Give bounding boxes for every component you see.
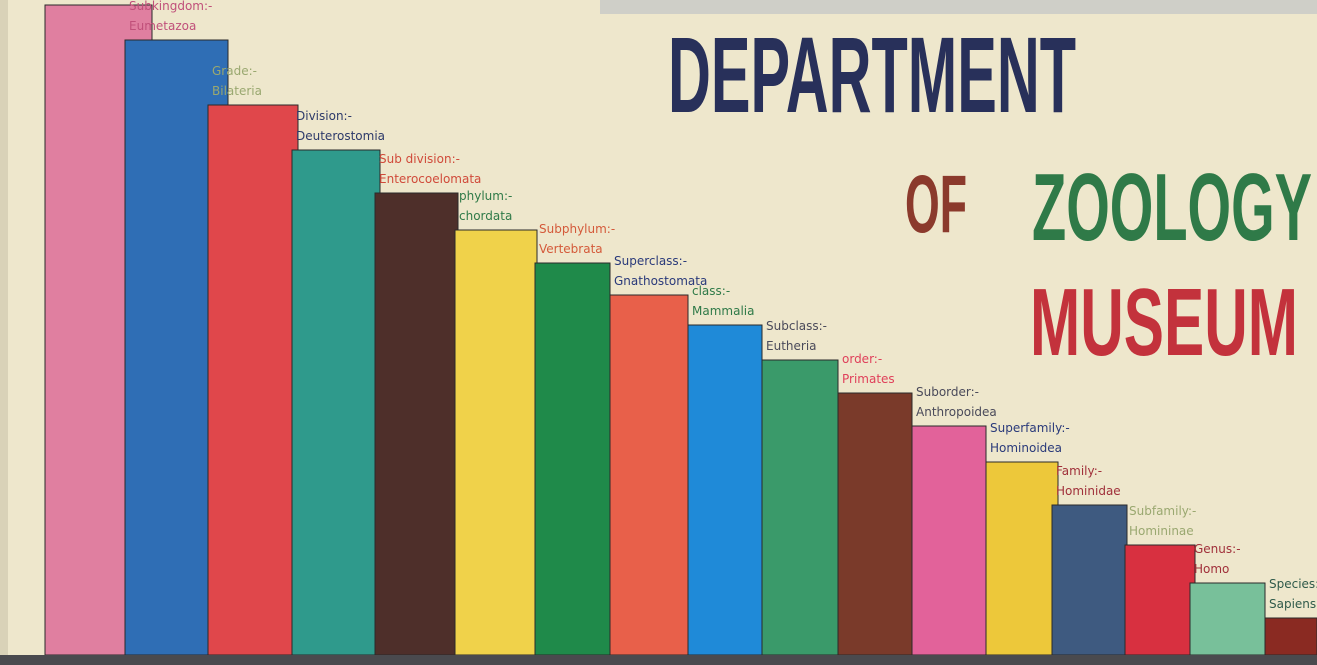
- rank-label: Suborder:-: [916, 385, 979, 399]
- rank-label: Superclass:-: [614, 254, 687, 268]
- rank-label: phylum:-: [459, 189, 512, 203]
- rank-label: Sub division:-: [379, 152, 460, 166]
- rank-label: Family:-: [1056, 464, 1102, 478]
- rank-label: Subclass:-: [766, 319, 827, 333]
- step-bar: [610, 295, 688, 655]
- taxon-name: Eutheria: [766, 339, 817, 353]
- ceiling: [600, 0, 1317, 14]
- rank-label: Subphylum:-: [539, 222, 615, 236]
- step-bar: [208, 105, 298, 655]
- step-bar: [1190, 583, 1265, 655]
- step-bar: [455, 230, 537, 655]
- rank-label: class:-: [692, 284, 730, 298]
- rank-label: Species:-: [1269, 577, 1317, 591]
- title-line: MUSEUM: [1030, 269, 1298, 376]
- taxon-name: Homo: [1194, 562, 1229, 576]
- step-bar: [986, 462, 1058, 655]
- step-bar: [1265, 618, 1317, 655]
- step-bar: [912, 426, 986, 655]
- step-bar: [535, 263, 610, 655]
- rank-label: Division:-: [296, 109, 352, 123]
- taxon-name: Bilateria: [212, 84, 262, 98]
- step-bar: [375, 193, 458, 655]
- step-bar: [688, 325, 762, 655]
- rank-label: order:-: [842, 352, 882, 366]
- taxon-name: Anthropoidea: [916, 405, 997, 419]
- step-bar: [1052, 505, 1127, 655]
- rank-label: Superfamily:-: [990, 421, 1070, 435]
- taxon-name: Deuterostomia: [296, 129, 385, 143]
- step-bar: [762, 360, 838, 655]
- rank-label: Subfamily:-: [1129, 504, 1196, 518]
- taxon-name: Primates: [842, 372, 895, 386]
- taxon-name: chordata: [459, 209, 512, 223]
- page: DEPARTMENT OF ZOOLOGY MUSEUM Subkingdom:…: [0, 0, 1317, 665]
- wall-edge: [0, 0, 8, 665]
- taxon-name: Homininae: [1129, 524, 1194, 538]
- taxon-name: Hominidae: [1056, 484, 1121, 498]
- taxon-name: Hominoidea: [990, 441, 1062, 455]
- title-line: OF: [905, 159, 967, 250]
- taxon-name: Vertebrata: [539, 242, 603, 256]
- step-bar: [838, 393, 912, 655]
- title-line: ZOOLOGY: [1032, 154, 1312, 261]
- floor: [0, 655, 1317, 665]
- step-bar: [1125, 545, 1195, 655]
- title-line: DEPARTMENT: [668, 14, 1076, 135]
- step-bar: [292, 150, 380, 655]
- rank-label: Genus:-: [1194, 542, 1241, 556]
- taxon-name: Sapiens: [1269, 597, 1316, 611]
- rank-label: Subkingdom:-: [129, 0, 212, 13]
- mural: DEPARTMENT OF ZOOLOGY MUSEUM Subkingdom:…: [0, 0, 1317, 665]
- taxon-name: Enterocoelomata: [379, 172, 481, 186]
- rank-label: Grade:-: [212, 64, 257, 78]
- taxon-name: Eumetazoa: [129, 19, 196, 33]
- taxon-name: Mammalia: [692, 304, 754, 318]
